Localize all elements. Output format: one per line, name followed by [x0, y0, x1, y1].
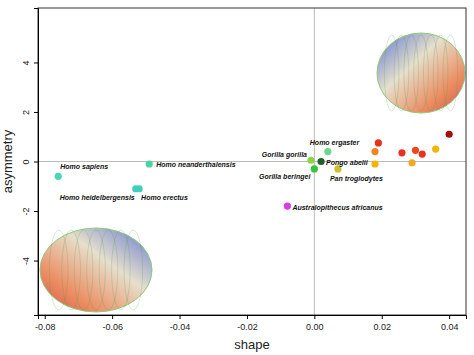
point	[419, 150, 426, 157]
point	[146, 160, 153, 167]
y-tick: 2	[21, 110, 38, 115]
x-tick-mark	[45, 315, 46, 319]
y-tick: 0	[21, 159, 38, 164]
y-tick-mark	[34, 211, 38, 212]
y-tick-label: -2	[21, 208, 31, 216]
brain-shape	[377, 33, 465, 113]
point-label: Pongo abelii	[326, 159, 369, 167]
point-labels: Homo sapiens Homo neanderthalensis Homo he…	[60, 139, 383, 212]
x-tick-label: -0.02	[237, 322, 258, 332]
point	[398, 149, 405, 156]
brain-mesh	[74, 230, 93, 310]
brain-mesh	[404, 35, 419, 111]
x-tick-mark	[247, 315, 248, 319]
x-tick-mark	[382, 315, 383, 319]
point-label: Homo neanderthalensis	[156, 161, 235, 168]
brain-mesh	[384, 35, 399, 111]
point	[371, 160, 378, 167]
point-label: Homo ergaster	[310, 139, 361, 147]
point	[307, 157, 314, 164]
x-tick-mark	[314, 315, 315, 319]
point	[317, 158, 324, 165]
x-axis-line	[39, 316, 467, 320]
y-tick-label: 4	[21, 60, 31, 65]
y-tick-mark	[34, 62, 38, 63]
points	[55, 131, 453, 210]
point	[311, 165, 318, 172]
chart: -0.08 -0.06 -0.04 -0.02 0.00 0.02 0.04 -4 -2 0 2 4 H…	[0, 0, 474, 355]
y-axis-line	[34, 9, 39, 316]
plot-frame	[38, 8, 466, 315]
x-tick: -0.08	[35, 315, 56, 332]
x-tick-label: -0.08	[35, 322, 56, 332]
brain-mesh	[423, 35, 438, 111]
reference-line	[38, 161, 466, 162]
x-tick: 0.00	[306, 315, 324, 332]
plot: -0.08 -0.06 -0.04 -0.02 0.00 0.02 0.04 -4 -2 0 2 4 H…	[21, 8, 467, 332]
brain-mesh	[414, 35, 429, 111]
y-tick-label: -4	[21, 257, 31, 265]
brain-shape	[40, 228, 152, 312]
point	[324, 148, 331, 155]
x-tick-label: 0.04	[441, 322, 459, 332]
x-axis: -0.08 -0.06 -0.04 -0.02 0.00 0.02 0.04	[35, 315, 467, 332]
point	[412, 147, 419, 154]
brain-mesh	[124, 230, 143, 310]
brain-image	[40, 228, 152, 312]
y-tick-label: 2	[21, 110, 31, 115]
brain-mesh	[394, 35, 409, 111]
brain-image	[377, 33, 465, 113]
brain-mesh	[443, 35, 458, 111]
point	[375, 139, 382, 146]
x-tick: -0.06	[102, 315, 123, 332]
y-tick-mark	[34, 261, 38, 262]
y-tick: -4	[21, 257, 38, 265]
point-label: Australopithecus africanus	[291, 204, 382, 212]
y-tick-label: 0	[21, 159, 31, 164]
brain-mesh	[433, 35, 448, 111]
brain-mesh	[112, 230, 131, 310]
point	[334, 165, 341, 172]
x-tick: 0.02	[373, 315, 391, 332]
x-tick-label: -0.06	[102, 322, 123, 332]
x-tick: -0.04	[170, 315, 191, 332]
y-tick-mark	[34, 112, 38, 113]
plot-area	[38, 8, 466, 315]
point	[55, 173, 62, 180]
point	[136, 185, 143, 192]
brain-mesh	[87, 230, 106, 310]
point	[432, 146, 439, 153]
point-label: Homo sapiens	[60, 163, 108, 171]
brain-mesh	[99, 230, 118, 310]
point	[408, 159, 415, 166]
x-tick-label: -0.04	[170, 322, 191, 332]
x-tick-label: 0.02	[373, 322, 391, 332]
x-tick-mark	[180, 315, 181, 319]
y-tick-mark	[34, 162, 38, 163]
y-axis-title: asymmetry	[0, 129, 15, 193]
x-tick: -0.02	[237, 315, 258, 332]
point	[284, 202, 291, 209]
x-tick: 0.04	[441, 315, 459, 332]
point-label: Gorilla gorilla	[262, 151, 307, 159]
y-tick: 4	[21, 60, 38, 65]
brain-mesh	[62, 230, 81, 310]
point-label: Gorilla beringei	[259, 173, 311, 181]
x-axis-title: shape	[234, 337, 269, 352]
x-tick-mark	[449, 315, 450, 319]
y-tick: -2	[21, 208, 38, 216]
point	[446, 131, 453, 138]
y-axis: -4 -2 0 2 4	[21, 9, 39, 316]
point-label: Homo heidelbergensis	[60, 194, 135, 202]
x-tick-label: 0.00	[306, 322, 324, 332]
point	[371, 148, 378, 155]
point-label: Pan troglodytes	[330, 175, 383, 183]
brain-mesh	[49, 230, 68, 310]
point-label: Homo erectus	[141, 194, 188, 201]
x-tick-mark	[112, 315, 113, 319]
